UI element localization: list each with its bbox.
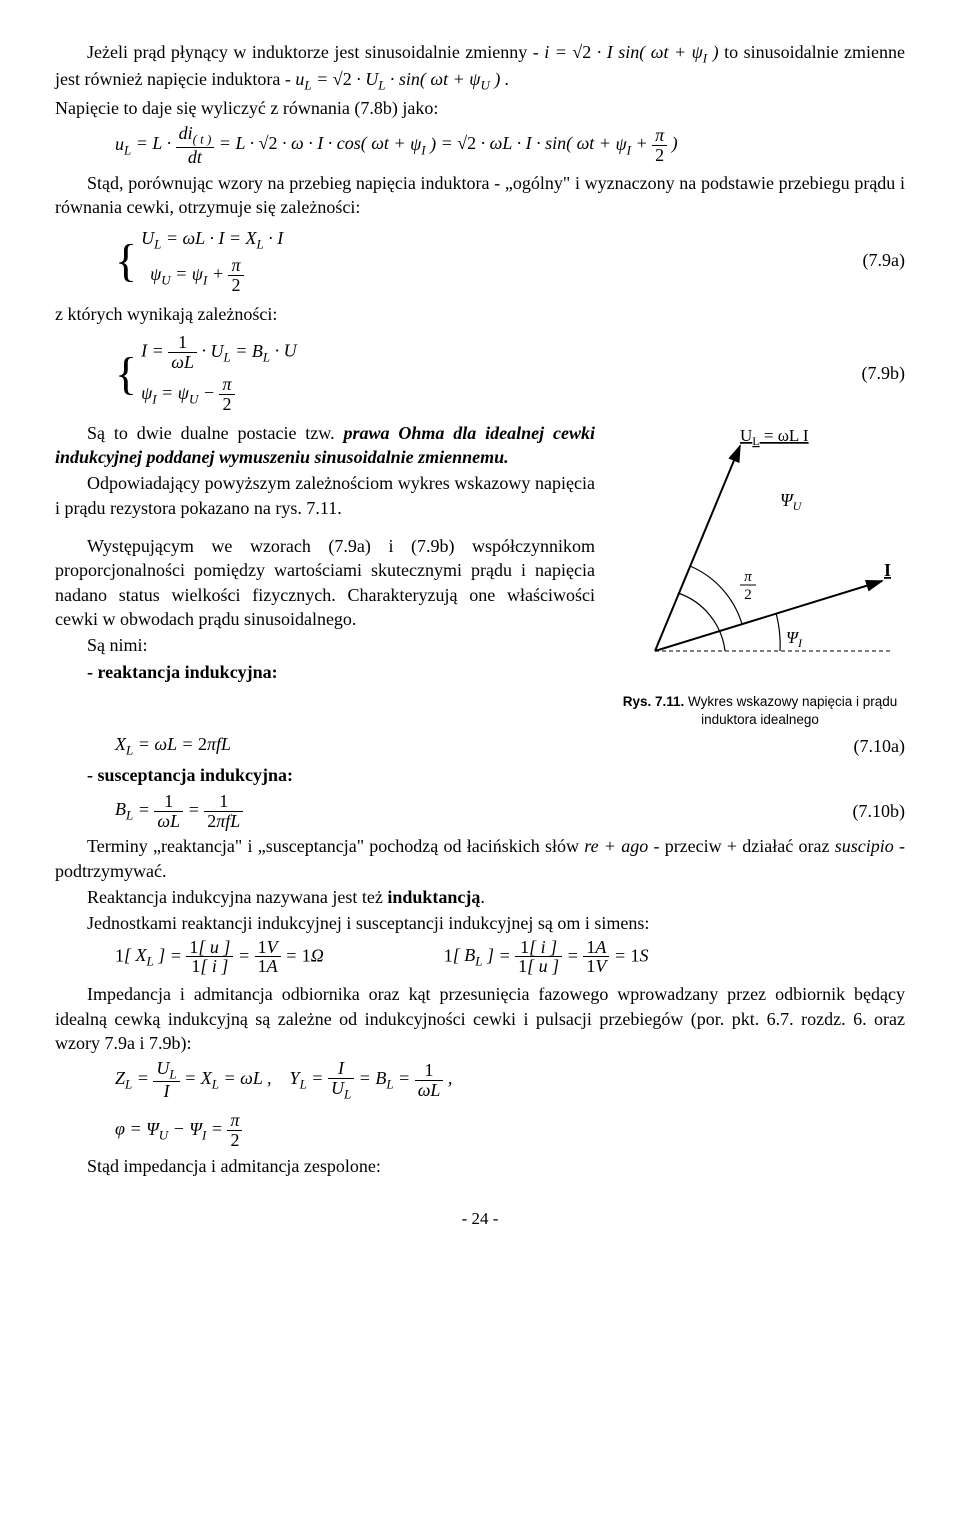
eq-number: (7.9a): [863, 248, 905, 272]
paragraph: z których wynikają zależności:: [55, 302, 905, 326]
inline-eq: uL = √2 · UL · sin( ωt + ψU ) .: [295, 69, 509, 89]
eq-number: (7.10a): [854, 734, 905, 758]
page-number: - 24 -: [55, 1208, 905, 1231]
paragraph: Stąd impedancja i admitancja zespolone:: [55, 1154, 905, 1178]
label-pi: π: [744, 569, 752, 585]
paragraph: Jeżeli prąd płynący w induktorze jest si…: [55, 40, 905, 94]
units-equations: 1[ XL ] = 1[ u ]1[ i ] = 1V1A = 1Ω 1[ BL…: [115, 938, 905, 977]
equation-7-10b: BL = 1ωL = 12πfL (7.10b): [115, 792, 905, 831]
paragraph: Są nimi:: [55, 633, 595, 657]
equation-7-9a: { UL = ωL · I = XL · I ψU = ψI + π2 (7.9…: [115, 223, 905, 298]
latin: suscipio: [835, 836, 894, 856]
paragraph: Są to dwie dualne postacie tzw. prawa Oh…: [55, 421, 595, 470]
paragraph: Terminy „reaktancja" i „susceptancja" po…: [55, 834, 905, 883]
paragraph: Odpowiadający powyższym zależnościom wyk…: [55, 471, 595, 520]
term: induktancją: [387, 887, 480, 907]
equation-phi: φ = ΨU − ΨI = π2: [115, 1111, 905, 1150]
label-PsiU: ΨU: [780, 490, 803, 513]
text: - przeciw + działać oraz: [648, 836, 835, 856]
fig-text: Wykres wskazowy napięcia i prądu indukto…: [684, 694, 897, 727]
paragraph: Stąd, porównując wzory na przebieg napię…: [55, 171, 905, 220]
text: .: [480, 887, 485, 907]
two-column-block: Są to dwie dualne postacie tzw. prawa Oh…: [55, 421, 905, 728]
figure-7-11: UL = ωL I ΨU π 2 I ΨI Rys. 7.11. Wykres …: [615, 421, 905, 728]
figure-caption: Rys. 7.11. Wykres wskazowy napięcia i pr…: [615, 693, 905, 728]
label-UL: UL = ωL I: [740, 426, 809, 448]
paragraph: Występującym we wzorach (7.9a) i (7.9b) …: [55, 534, 595, 631]
phasor-diagram: UL = ωL I ΨU π 2 I ΨI: [620, 421, 900, 681]
label-I: I: [884, 560, 891, 580]
inline-eq: i = √2 · I sin( ωt + ψI ): [544, 42, 718, 62]
paragraph: Napięcie to daje się wyliczyć z równania…: [55, 96, 905, 120]
text: Terminy „reaktancja" i „susceptancja" po…: [87, 836, 584, 856]
text: Są to dwie dualne postacie tzw.: [87, 423, 344, 443]
eq-number: (7.9b): [862, 361, 906, 385]
equation-derivation: uL = L · di( t )dt = L · √2 · ω · I · co…: [115, 124, 905, 166]
eq-number: (7.10b): [853, 799, 906, 823]
text: Reaktancja indukcyjna nazywana jest też: [87, 887, 387, 907]
paragraph: Reaktancja indukcyjna nazywana jest też …: [55, 885, 905, 909]
equation-7-9b: { I = 1ωL · UL = BL · U ψI = ψU − π2 (7.…: [115, 330, 905, 417]
list-item: - reaktancja indukcyjna:: [55, 660, 595, 684]
latin: re + ago: [584, 836, 648, 856]
equation-ZY: ZL = ULI = XL = ωL , YL = IUL = BL = 1ωL…: [115, 1059, 905, 1101]
label-2: 2: [744, 587, 752, 603]
label-PsiI: ΨI: [786, 628, 803, 650]
list-item: - susceptancja indukcyjna:: [55, 763, 905, 787]
fig-label: Rys. 7.11.: [623, 694, 685, 709]
paragraph: Jednostkami reaktancji indukcyjnej i sus…: [55, 911, 905, 935]
paragraph: Impedancja i admitancja odbiornika oraz …: [55, 982, 905, 1055]
text: Jeżeli prąd płynący w induktorze jest si…: [87, 42, 544, 62]
equation-7-10a: XL = ωL = 2πfL (7.10a): [115, 732, 905, 759]
